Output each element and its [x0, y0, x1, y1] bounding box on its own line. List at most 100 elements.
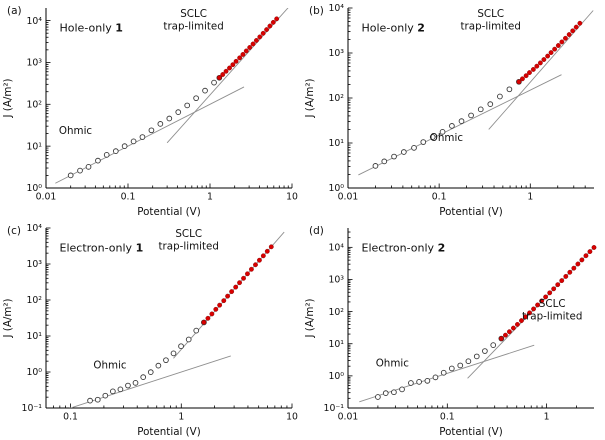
x-axis-label-a: Potential (V) [137, 206, 200, 218]
sclc-fit-line [488, 10, 594, 130]
ticks-d [347, 231, 577, 409]
y-tick-label: 10² [26, 99, 42, 110]
device-label-a: Hole-only 1 [60, 21, 123, 34]
fit-lines-c [69, 231, 285, 408]
axes-c [45, 228, 292, 409]
annotation-text: SCLC [477, 8, 504, 20]
annotation-ohmic-d: Ohmic [376, 358, 410, 370]
y-tick-label: 10⁰ [26, 367, 42, 378]
y-tick-label: 10² [26, 295, 42, 306]
panel-d: 0.01 0.1 1 10⁻¹ 10⁰ 10¹ 10² 10³ 10⁴ SCLC trap-limi… [302, 220, 604, 440]
panel-tag-a: (a) [7, 5, 22, 17]
annotation-text: trap-limited [159, 241, 219, 253]
panel-tag-c: (c) [7, 225, 21, 237]
x-tick-label: 1 [178, 412, 184, 423]
y-tick-label: 10⁻¹ [324, 403, 345, 414]
x-tick-label: 1 [207, 192, 213, 203]
y-tick-label: 10⁴ [328, 3, 344, 14]
annotation-ohmic-a: Ohmic [59, 125, 93, 137]
x-axis-label-d: Potential (V) [439, 426, 502, 438]
device-label-c: Electron-only 1 [60, 241, 144, 254]
x-tick-label: 1 [527, 192, 533, 203]
tick-labels-c: 0.1 1 10 10⁻¹ 10⁰ 10¹ 10² 10³ 10⁴ [22, 223, 298, 422]
y-tick-label: 10² [328, 93, 344, 104]
y-tick-label: 10⁰ [328, 183, 344, 194]
annotation-text: Ohmic [430, 132, 464, 144]
y-tick-label: 10³ [328, 275, 344, 286]
ohmic-fit-line [358, 74, 562, 176]
y-tick-label: 10¹ [328, 339, 344, 350]
x-tick-label: 10 [286, 412, 298, 423]
panel-c: 0.1 1 10 10⁻¹ 10⁰ 10¹ 10² 10³ 10⁴ SCLC trap-limite… [0, 220, 302, 440]
plot-panel-d: 0.01 0.1 1 10⁻¹ 10⁰ 10¹ 10² 10³ 10⁴ SCLCtrap-limi… [304, 225, 597, 438]
series-open-circle-b [372, 78, 522, 169]
x-tick-label: 10 [286, 192, 298, 203]
device-label-b: Hole-only 2 [362, 21, 425, 34]
plot-panel-c: 0.1 1 10 10⁻¹ 10⁰ 10¹ 10² 10³ 10⁴ SCLCtrap-limite… [2, 223, 298, 438]
x-tick-label: 0.01 [338, 192, 359, 203]
y-tick-label: 10⁰ [26, 183, 42, 194]
y-axis-label-c: J (A/m²) [2, 298, 14, 338]
x-tick-label: 0.1 [432, 192, 447, 203]
y-tick-label: 10⁴ [328, 243, 344, 254]
y-tick-label: 10² [328, 307, 344, 318]
y-tick-label: 10³ [26, 58, 42, 69]
x-axis-label-c: Potential (V) [137, 426, 200, 438]
y-tick-label: 10¹ [26, 141, 42, 152]
annotation-text: SCLC [175, 228, 202, 240]
panel-tag-b: (b) [309, 5, 324, 17]
annotation-text: Ohmic [59, 125, 93, 137]
series-open-circle-c [87, 319, 207, 404]
x-tick-label: 0.1 [121, 192, 136, 203]
y-tick-label: 10⁻¹ [22, 403, 43, 414]
ticks-a [45, 20, 293, 189]
annotation-ohmic-b: Ohmic [430, 132, 464, 144]
ticks-b [347, 7, 586, 189]
panel-b: 0.01 0.1 1 10⁰ 10¹ 10² 10³ 10⁴ SCLC trap-limited O… [302, 0, 604, 220]
series-open-circle-d [375, 335, 505, 400]
y-tick-label: 10³ [328, 48, 344, 59]
series-red-circle-c [201, 244, 274, 325]
x-tick-label: 0.01 [36, 192, 57, 203]
panel-tag-d: (d) [309, 225, 324, 237]
tick-labels-b: 0.01 0.1 1 10⁰ 10¹ 10² 10³ 10⁴ [328, 3, 533, 202]
ticks-c [46, 227, 293, 409]
series-red-circle-d [498, 245, 597, 341]
y-tick-label: 10⁴ [26, 16, 42, 27]
annotation-text: trap-limited [163, 21, 223, 33]
annotation-text: Ohmic [376, 358, 410, 370]
x-tick-label: 1 [544, 412, 550, 423]
axes-d [347, 228, 594, 409]
y-tick-label: 10⁰ [328, 371, 344, 382]
axes-a [45, 8, 292, 189]
series-red-circle-a [216, 16, 280, 81]
tick-labels-d: 0.01 0.1 1 10⁻¹ 10⁰ 10¹ 10² 10³ 10⁴ [324, 243, 550, 423]
x-tick-label: 0.1 [440, 412, 455, 423]
fit-lines-b [358, 10, 594, 176]
y-axis-label-d: J (A/m²) [304, 298, 316, 338]
annotation-text: trap-limited [461, 21, 521, 33]
y-tick-label: 10¹ [26, 331, 42, 342]
y-axis-label-b: J (A/m²) [304, 78, 316, 118]
panel-a: 0.01 0.1 1 10 10⁰ 10¹ 10² 10³ 10⁴ SCLC trap-limite… [0, 0, 302, 220]
annotation-text: SCLC [180, 8, 207, 20]
y-tick-label: 10³ [26, 259, 42, 270]
x-tick-label: 0.1 [63, 412, 78, 423]
x-axis-label-b: Potential (V) [439, 206, 502, 218]
ohmic-fit-line [69, 355, 231, 408]
annotation-text: trap-limited [522, 311, 582, 323]
plot-panel-a: 0.01 0.1 1 10 10⁰ 10¹ 10² 10³ 10⁴ SCLCtrap-limite… [2, 5, 298, 218]
annotation-text: Ohmic [93, 359, 127, 371]
series-red-circle-b [516, 20, 583, 85]
device-label-d: Electron-only 2 [362, 241, 446, 254]
y-tick-label: 10⁴ [26, 223, 42, 234]
series-open-circle-a [67, 74, 223, 179]
x-tick-label: 0.01 [338, 412, 359, 423]
annotation-text: SCLC [539, 298, 566, 310]
